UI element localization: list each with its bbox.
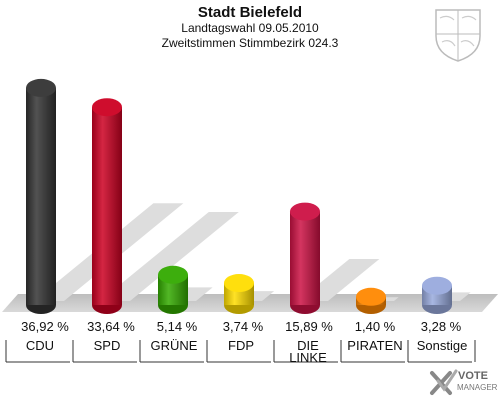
chart-title: Stadt Bielefeld: [197, 4, 303, 21]
category-label: DIE: [297, 338, 319, 353]
chart-subtitle-election: Landtagswahl 09.05.2010: [181, 21, 319, 35]
bar-cap: [422, 276, 452, 295]
category-label: GRÜNE: [151, 338, 198, 353]
value-label: 3,74 %: [223, 319, 264, 334]
category-label: SPD: [94, 338, 121, 353]
bar-die-linke: [290, 211, 320, 305]
bar-cap: [290, 202, 320, 221]
value-label: 33,64 %: [87, 319, 135, 334]
category-label: Sonstige: [417, 338, 468, 353]
chart-header: Stadt Bielefeld Landtagswahl 09.05.2010 …: [0, 4, 500, 51]
bar-cap: [92, 98, 122, 117]
value-label: 5,14 %: [157, 319, 198, 334]
value-label: 1,40 %: [355, 319, 396, 334]
category-label: LINKE: [289, 350, 327, 365]
value-label: 15,89 %: [285, 319, 333, 334]
logo-vote-text: VOTE: [458, 370, 488, 382]
category-label: PIRATEN: [347, 338, 402, 353]
bar-cap: [224, 274, 254, 293]
bar-shadow: [100, 211, 239, 301]
value-label: 3,28 %: [421, 319, 462, 334]
nrw-coat-of-arms-icon: [435, 9, 481, 62]
bar-cap: [158, 265, 188, 284]
value-label: 36,92 %: [21, 319, 69, 334]
cross-check-icon: [430, 369, 458, 395]
bar-cdu: [26, 87, 56, 305]
bar-cap: [356, 287, 386, 306]
bar-spd: [92, 107, 122, 305]
logo-manager-text: MANAGER: [457, 383, 498, 392]
category-label: CDU: [26, 338, 54, 353]
category-label: FDP: [228, 338, 254, 353]
bar-cap: [26, 78, 56, 97]
chart-subtitle-district: Zweitstimmen Stimmbezirk 024.3: [161, 36, 339, 50]
